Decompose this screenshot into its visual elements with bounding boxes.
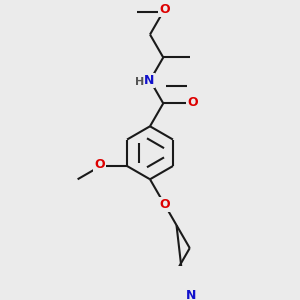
Text: O: O	[94, 158, 105, 171]
Text: O: O	[159, 3, 169, 16]
Text: O: O	[187, 96, 198, 109]
Text: N: N	[144, 74, 154, 87]
Text: N: N	[185, 290, 196, 300]
Text: H: H	[135, 77, 144, 87]
Text: O: O	[159, 198, 169, 211]
